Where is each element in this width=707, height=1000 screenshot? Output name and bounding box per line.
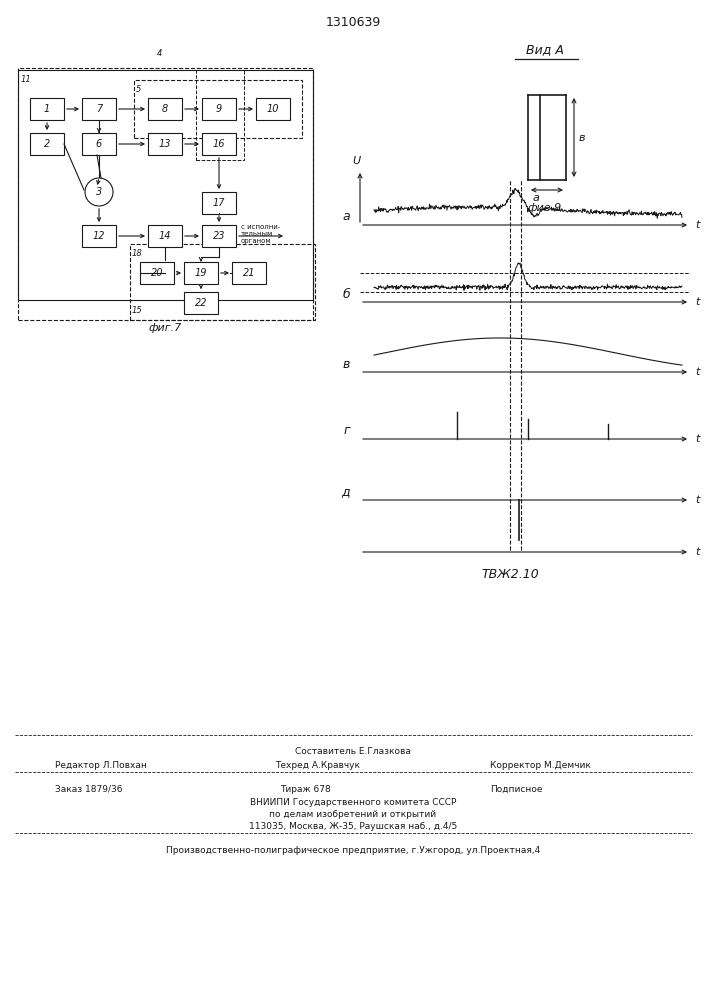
Text: Производственно-полиграфическое предприятие, г.Ужгород, ул.Проектная,4: Производственно-полиграфическое предприя… bbox=[166, 846, 540, 855]
Text: 8: 8 bbox=[162, 104, 168, 114]
Bar bbox=[82, 225, 116, 247]
Bar bbox=[202, 98, 236, 120]
Text: фиг.7: фиг.7 bbox=[148, 323, 182, 333]
Text: 3: 3 bbox=[96, 187, 102, 197]
Text: 23: 23 bbox=[213, 231, 226, 241]
Text: 18: 18 bbox=[132, 249, 143, 258]
Text: Тираж 678: Тираж 678 bbox=[280, 785, 331, 794]
Text: ΤВЖ2.10: ΤВЖ2.10 bbox=[481, 568, 539, 580]
Bar bbox=[202, 192, 236, 214]
Bar bbox=[18, 70, 313, 300]
Text: в: в bbox=[579, 133, 585, 143]
Text: t: t bbox=[695, 434, 699, 444]
Text: 4: 4 bbox=[158, 49, 163, 58]
Text: 19: 19 bbox=[194, 268, 207, 278]
Text: 21: 21 bbox=[243, 268, 255, 278]
Text: г: г bbox=[344, 424, 350, 438]
Text: в: в bbox=[343, 358, 350, 370]
Text: Вид А: Вид А bbox=[526, 43, 564, 56]
Bar bbox=[130, 244, 315, 320]
Text: t: t bbox=[695, 547, 699, 557]
Bar bbox=[18, 68, 313, 320]
Bar bbox=[134, 80, 302, 138]
Text: 16: 16 bbox=[213, 139, 226, 149]
Text: 113035, Москва, Ж-35, Раушская наб., д.4/5: 113035, Москва, Ж-35, Раушская наб., д.4… bbox=[249, 822, 457, 831]
Bar bbox=[82, 133, 116, 155]
Bar bbox=[148, 133, 182, 155]
Bar bbox=[202, 133, 236, 155]
Text: t: t bbox=[695, 367, 699, 377]
Bar bbox=[30, 98, 64, 120]
Text: б: б bbox=[342, 288, 350, 300]
Text: 2: 2 bbox=[44, 139, 50, 149]
Text: 1310639: 1310639 bbox=[325, 15, 380, 28]
Text: t: t bbox=[695, 297, 699, 307]
Text: 17: 17 bbox=[213, 198, 226, 208]
Text: 15: 15 bbox=[132, 306, 143, 315]
Bar bbox=[148, 225, 182, 247]
Bar bbox=[148, 98, 182, 120]
Circle shape bbox=[85, 178, 113, 206]
Text: t: t bbox=[695, 495, 699, 505]
Text: U: U bbox=[352, 156, 360, 166]
Bar bbox=[184, 292, 218, 314]
Text: Составитель Е.Глазкова: Составитель Е.Глазкова bbox=[295, 747, 411, 756]
Text: 9: 9 bbox=[216, 104, 222, 114]
Text: а: а bbox=[532, 193, 539, 203]
Bar bbox=[82, 98, 116, 120]
Bar bbox=[184, 262, 218, 284]
Bar bbox=[30, 133, 64, 155]
Text: 22: 22 bbox=[194, 298, 207, 308]
Text: Заказ 1879/36: Заказ 1879/36 bbox=[55, 785, 122, 794]
Text: с исполни-
тельным
органом: с исполни- тельным органом bbox=[241, 224, 280, 244]
Text: 12: 12 bbox=[93, 231, 105, 241]
Text: t: t bbox=[695, 220, 699, 230]
Text: 10: 10 bbox=[267, 104, 279, 114]
Text: ВНИИПИ Государственного комитета СССР: ВНИИПИ Государственного комитета СССР bbox=[250, 798, 456, 807]
Text: Техред А.Кравчук: Техред А.Кравчук bbox=[275, 761, 360, 770]
Text: фие.9: фие.9 bbox=[528, 203, 562, 213]
Text: 5: 5 bbox=[136, 85, 141, 94]
Text: а: а bbox=[342, 211, 350, 224]
Bar bbox=[256, 98, 290, 120]
Text: 6: 6 bbox=[96, 139, 102, 149]
Text: 20: 20 bbox=[151, 268, 163, 278]
Text: 13: 13 bbox=[159, 139, 171, 149]
Text: 11: 11 bbox=[21, 75, 32, 84]
Bar bbox=[196, 70, 244, 160]
Bar bbox=[202, 225, 236, 247]
Text: 14: 14 bbox=[159, 231, 171, 241]
Text: 7: 7 bbox=[96, 104, 102, 114]
Text: 1: 1 bbox=[44, 104, 50, 114]
Bar bbox=[232, 262, 266, 284]
Text: по делам изобретений и открытий: по делам изобретений и открытий bbox=[269, 810, 436, 819]
Text: д: д bbox=[341, 486, 350, 498]
Text: Корректор М.Демчик: Корректор М.Демчик bbox=[490, 761, 591, 770]
Bar bbox=[140, 262, 174, 284]
Text: Редактор Л.Повхан: Редактор Л.Повхан bbox=[55, 761, 147, 770]
Text: Подписное: Подписное bbox=[490, 785, 542, 794]
